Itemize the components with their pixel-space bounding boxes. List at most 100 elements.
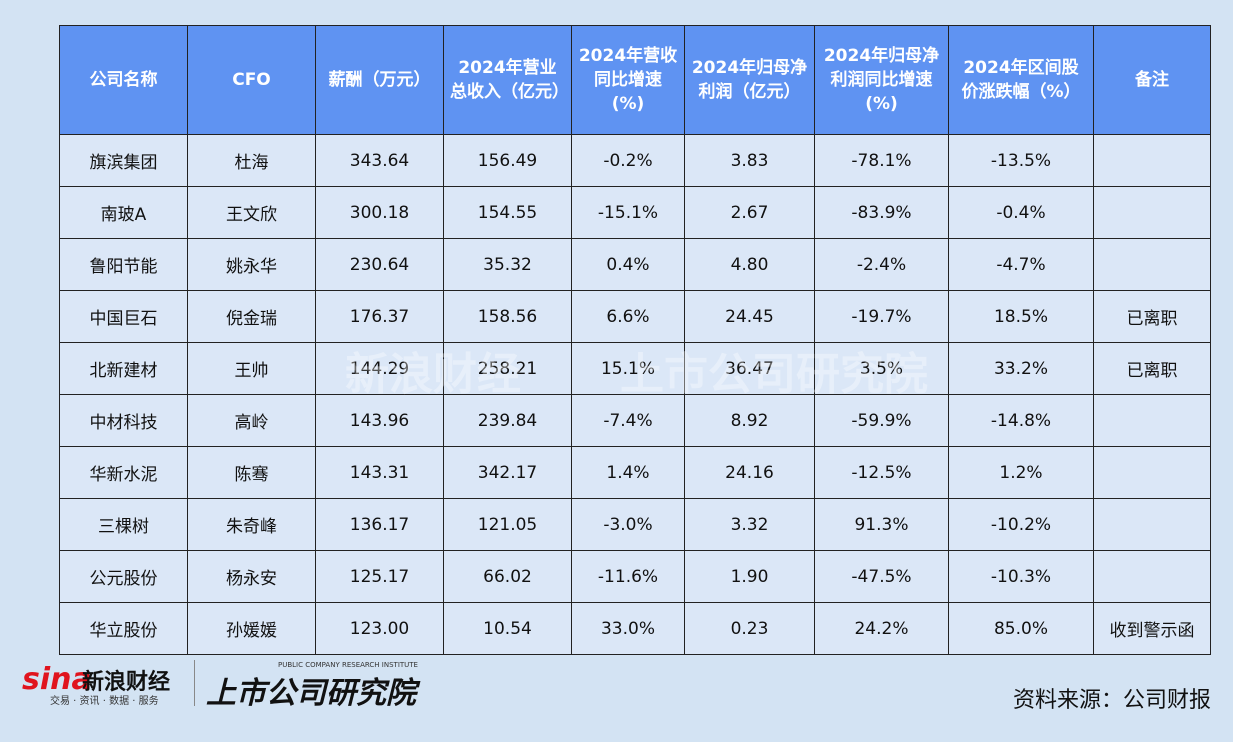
table-cell: 154.55 (443, 186, 572, 239)
table-cell: 孙媛媛 (187, 602, 316, 655)
table-cell: -7.4% (571, 394, 685, 447)
source: 资料来源：公司财报 (1012, 688, 1211, 713)
table-cell: 0.23 (684, 602, 815, 655)
table-cell (1093, 550, 1211, 603)
table-cell: -12.5% (814, 446, 949, 499)
header-cell: 薪酬（万元） (315, 25, 444, 135)
table-cell: 4.80 (684, 238, 815, 291)
table-cell: 北新建材 (59, 342, 188, 395)
table-cell: 239.84 (443, 394, 572, 447)
table-cell: -3.0% (571, 498, 685, 551)
table-cell: 136.17 (315, 498, 444, 551)
table-cell: 33.2% (948, 342, 1094, 395)
table-row: 北新建材 王帅 144.29 258.21 15.1% 36.47 3.5% 33.2% 已离职 (59, 342, 1211, 395)
table-cell (1093, 186, 1211, 239)
table-cell: -4.7% (948, 238, 1094, 291)
table-cell: 85.0% (948, 602, 1094, 655)
table-cell: 3.32 (684, 498, 815, 551)
table-body: 旗滨集团 杜海 343.64 156.49 -0.2% 3.83 -78.1% -13.5% 南… (59, 134, 1211, 655)
table-cell: 朱奇峰 (187, 498, 316, 551)
table-cell: 高岭 (187, 394, 316, 447)
table-cell: -59.9% (814, 394, 949, 447)
table-cell: -14.8% (948, 394, 1094, 447)
table-cell: 18.5% (948, 290, 1094, 343)
logo-name: 新浪财经 (82, 670, 171, 695)
table-cell: 3.83 (684, 134, 815, 187)
table-row: 三棵树 朱奇峰 136.17 121.05 -3.0% 3.32 91.3% -10.2% (59, 498, 1211, 551)
table-row: 华新水泥 陈骞 143.31 342.17 1.4% 24.16 -12.5% 1.2% (59, 446, 1211, 499)
table-cell: 1.2% (948, 446, 1094, 499)
table-cell: 91.3% (814, 498, 949, 551)
table-cell: 华新水泥 (59, 446, 188, 499)
table-cell: 258.21 (443, 342, 572, 395)
table-cell (1093, 446, 1211, 499)
header-cell: 2024年区间股价涨跌幅（%） (948, 25, 1094, 135)
table-cell: -15.1% (571, 186, 685, 239)
table-cell: 6.6% (571, 290, 685, 343)
header-cell: 2024年归母净利润（亿元） (684, 25, 815, 135)
table-cell: 倪金瑞 (187, 290, 316, 343)
table-cell: 8.92 (684, 394, 815, 447)
table-cell: -11.6% (571, 550, 685, 603)
table-cell: 230.64 (315, 238, 444, 291)
table-cell: 0.4% (571, 238, 685, 291)
table-cell: 35.32 (443, 238, 572, 291)
institute-en: PUBLIC COMPANY RESEARCH INSTITUTE (278, 661, 418, 669)
table-cell (1093, 238, 1211, 291)
table-cell: -13.5% (948, 134, 1094, 187)
header-row: 公司名称 CFO 薪酬（万元） 2024年营业总收入（亿元） 2024年营收同比增速(%… (59, 25, 1211, 135)
table-cell: 125.17 (315, 550, 444, 603)
table-cell: 33.0% (571, 602, 685, 655)
watermark-institute: 上市公司研究院 (620, 349, 928, 400)
table-cell: 杨永安 (187, 550, 316, 603)
table-cell: -47.5% (814, 550, 949, 603)
table-cell: 24.16 (684, 446, 815, 499)
table-cell: 鲁阳节能 (59, 238, 188, 291)
table-cell: 342.17 (443, 446, 572, 499)
table-cell: 杜海 (187, 134, 316, 187)
table-cell: -78.1% (814, 134, 949, 187)
table-cell: 176.37 (315, 290, 444, 343)
table-cell: -10.2% (948, 498, 1094, 551)
table-cell: 123.00 (315, 602, 444, 655)
table-cell: 华立股份 (59, 602, 188, 655)
table-cell: 收到警示函 (1093, 602, 1211, 655)
table-cell: -0.2% (571, 134, 685, 187)
table-cell: -0.4% (948, 186, 1094, 239)
table-cell: 南玻A (59, 186, 188, 239)
table-row: 中材科技 高岭 143.96 239.84 -7.4% 8.92 -59.9% -14.8% (59, 394, 1211, 447)
table-cell: -83.9% (814, 186, 949, 239)
table-cell: -19.7% (814, 290, 949, 343)
table-cell: 1.90 (684, 550, 815, 603)
table-cell: 姚永华 (187, 238, 316, 291)
header-cell: 2024年营业总收入（亿元） (443, 25, 572, 135)
table-row: 华立股份 孙媛媛 123.00 10.54 33.0% 0.23 24.2% 85.0% 收到警… (59, 602, 1211, 655)
table-cell: 158.56 (443, 290, 572, 343)
table-cell: 24.2% (814, 602, 949, 655)
header-cell: 公司名称 (59, 25, 188, 135)
table-cell: 3.5% (814, 342, 949, 395)
institute: 上市公司研究院 (206, 676, 416, 711)
table-cell: 王文欣 (187, 186, 316, 239)
header-cell: CFO (187, 25, 316, 135)
table-row: 公元股份 杨永安 125.17 66.02 -11.6% 1.90 -47.5% -10.3% (59, 550, 1211, 603)
table-cell: 陈骞 (187, 446, 316, 499)
header-cell: 2024年营收同比增速(%) (571, 25, 685, 135)
table-cell: 中国巨石 (59, 290, 188, 343)
header-cell: 备注 (1093, 25, 1211, 135)
table-row: 旗滨集团 杜海 343.64 156.49 -0.2% 3.83 -78.1% -13.5% (59, 134, 1211, 187)
logo-tagline: 交易 · 资讯 · 数据 · 服务 (50, 696, 159, 707)
table-cell (1093, 394, 1211, 447)
table-row: 南玻A 王文欣 300.18 154.55 -15.1% 2.67 -83.9% -0.4% (59, 186, 1211, 239)
table-cell: 156.49 (443, 134, 572, 187)
table-cell: 121.05 (443, 498, 572, 551)
table-cell: 已离职 (1093, 290, 1211, 343)
table-cell: -2.4% (814, 238, 949, 291)
table-cell: 300.18 (315, 186, 444, 239)
table-cell: 144.29 (315, 342, 444, 395)
table-cell: 1.4% (571, 446, 685, 499)
table-cell (1093, 498, 1211, 551)
table-cell: 24.45 (684, 290, 815, 343)
table-cell: 中材科技 (59, 394, 188, 447)
table-cell (1093, 134, 1211, 187)
